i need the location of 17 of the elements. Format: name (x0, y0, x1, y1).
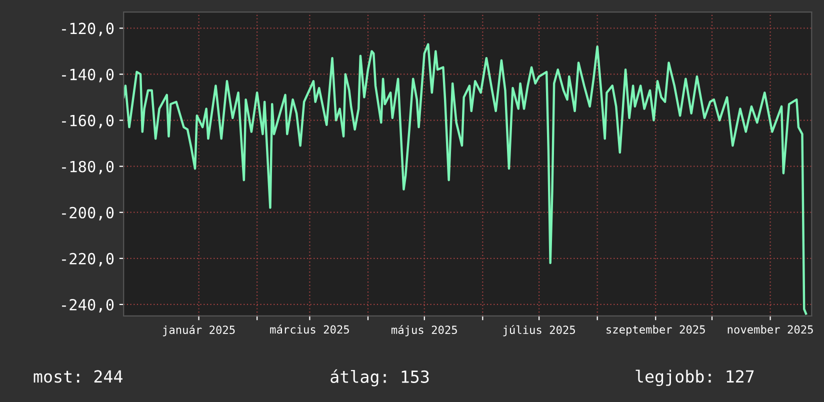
text: átlag: 153 (330, 369, 429, 386)
y-tick-label: -120,0 (62, 22, 114, 36)
y-tick-label: -200,0 (62, 206, 114, 220)
y-tick-label: -140,0 (62, 68, 114, 82)
x-tick-label: szeptember 2025 (606, 325, 705, 336)
y-tick-label: -240,0 (62, 298, 114, 312)
x-tick-label: július 2025 (503, 325, 575, 336)
y-tick-label: -180,0 (62, 160, 114, 174)
x-tick-label: március 2025 (270, 324, 349, 334)
x-tick-label: november 2025 (728, 325, 813, 334)
y-tick-label: -160,0 (62, 114, 114, 128)
y-tick-label: -220,0 (62, 252, 114, 266)
text: legjobb: 127 (636, 370, 754, 386)
x-tick-label: január 2025 (163, 325, 235, 336)
text: most: 244 (34, 370, 122, 383)
line-series (124, 43, 808, 315)
x-tick-label: május 2025 (392, 325, 457, 336)
